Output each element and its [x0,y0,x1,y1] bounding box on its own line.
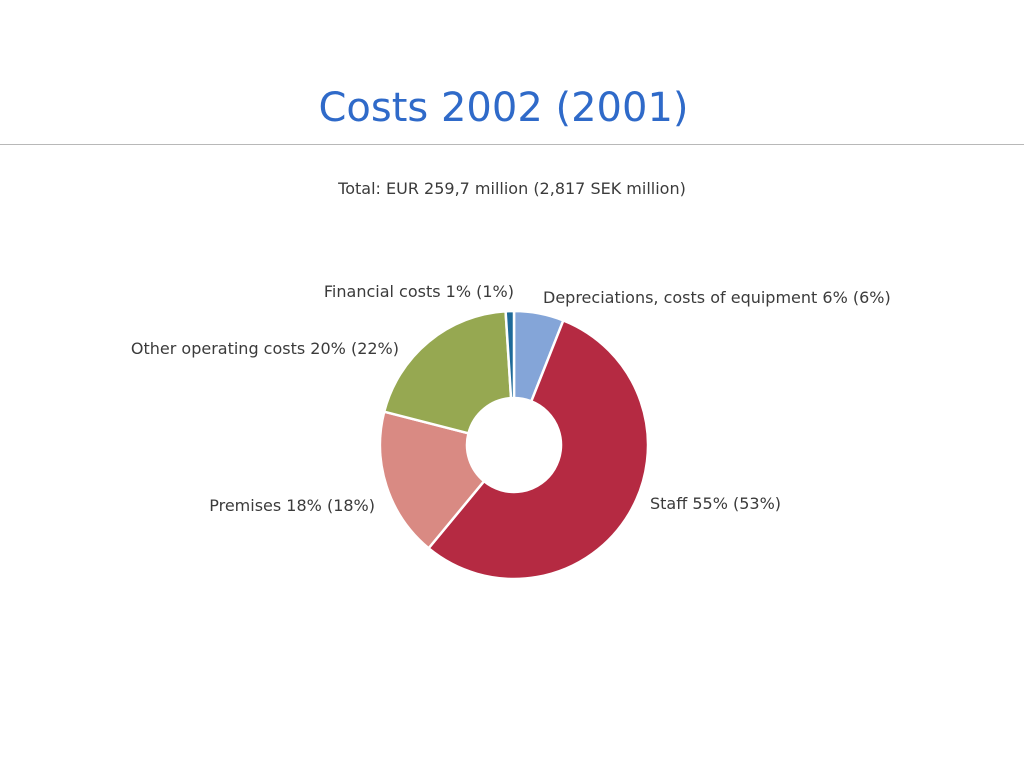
chart-subtitle: Total: EUR 259,7 million (2,817 SEK mill… [338,179,686,198]
slide-title: Costs 2002 (2001) [318,85,689,131]
slice-label-depreciations-costs-of-equipment: Depreciations, costs of equipment 6% (6%… [543,288,891,307]
slice-label-premises: Premises 18% (18%) [209,496,375,515]
slice-premises [378,410,486,550]
title-divider [0,144,1024,145]
slice-label-financial-costs: Financial costs 1% (1%) [324,282,514,301]
slice-other-operating-costs [382,310,513,435]
chart-labels: Depreciations, costs of equipment 6% (6%… [131,282,891,515]
slice-label-staff: Staff 55% (53%) [650,494,781,513]
slice-label-other-operating-costs: Other operating costs 20% (22%) [131,339,399,358]
slice-financial-costs [504,309,516,400]
chart-slices [378,309,650,581]
slice-staff [427,319,650,581]
